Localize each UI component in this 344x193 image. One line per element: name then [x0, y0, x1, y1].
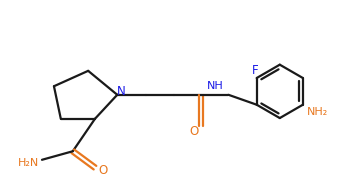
Text: O: O	[98, 164, 107, 177]
Text: NH: NH	[206, 80, 223, 91]
Text: NH₂: NH₂	[307, 107, 328, 117]
Text: O: O	[189, 125, 198, 138]
Text: H₂N: H₂N	[18, 157, 40, 168]
Text: F: F	[252, 64, 258, 77]
Text: N: N	[117, 85, 126, 98]
